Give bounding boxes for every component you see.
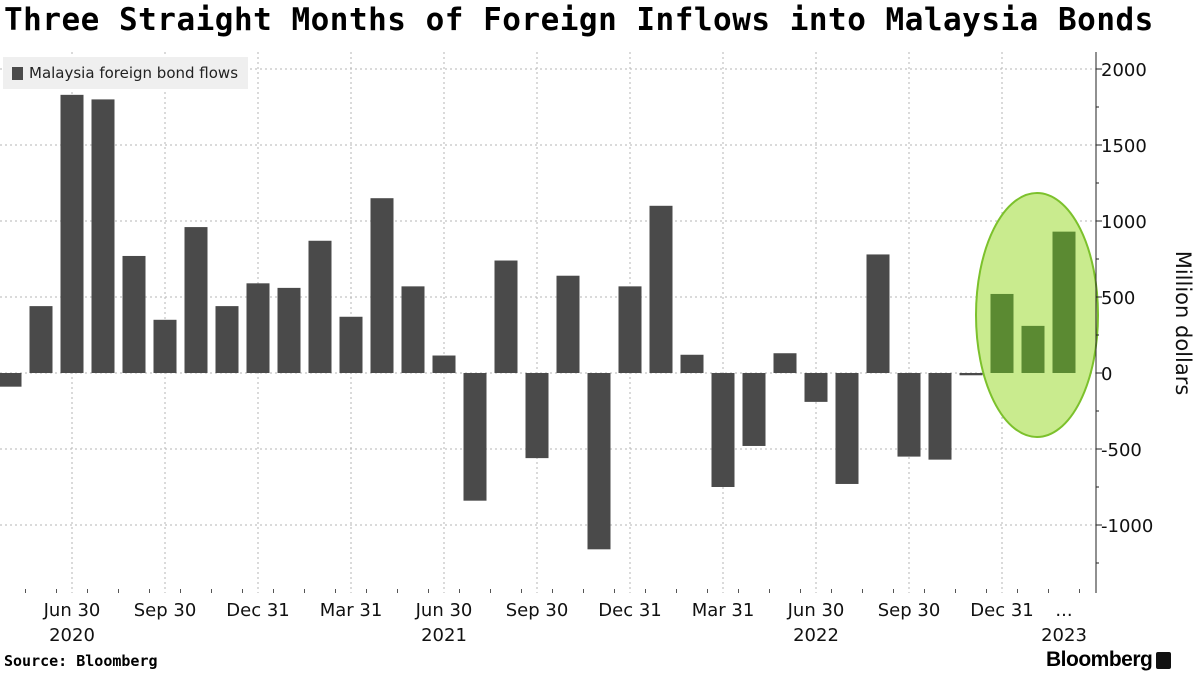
bar — [525, 373, 549, 459]
bar — [29, 306, 53, 373]
x-tick-label: Sep 30 — [878, 600, 941, 621]
bar — [835, 373, 859, 484]
x-tick-label: Dec 31 — [970, 600, 1033, 621]
bar — [928, 373, 952, 460]
x-year-label: 2023 — [1041, 625, 1087, 646]
bar — [91, 99, 115, 374]
x-tick-label: Jun 30 — [787, 600, 845, 621]
y-tick-label: -1000 — [1101, 516, 1153, 537]
bar — [277, 287, 301, 373]
y-tick-label: -500 — [1101, 440, 1142, 461]
source-note: Source: Bloomberg — [4, 652, 158, 670]
bar — [122, 255, 146, 373]
y-tick-label: 500 — [1101, 288, 1135, 309]
axis-layer: -1000 -500 0 500 1000 1500 2000 Jun 30 Sep 30 Dec… — [25, 52, 1153, 646]
x-tick-label: Sep 30 — [134, 600, 197, 621]
x-year-label: 2020 — [49, 625, 95, 646]
legend-label: Malaysia foreign bond flows — [29, 64, 239, 82]
legend: Malaysia foreign bond flows — [3, 57, 249, 89]
bar — [184, 227, 208, 373]
bar — [773, 353, 797, 373]
bar — [990, 293, 1014, 373]
bar — [494, 260, 518, 373]
bar — [587, 373, 611, 550]
bar — [339, 316, 363, 373]
bar — [866, 254, 890, 373]
y-tick-label: 2000 — [1101, 60, 1147, 81]
y-tick-label: 1500 — [1101, 136, 1147, 157]
y-axis-label: Million dollars — [1171, 251, 1195, 396]
bar — [60, 94, 84, 373]
bar — [959, 373, 983, 376]
bar — [1052, 231, 1076, 373]
x-tick-label: Dec 31 — [226, 600, 289, 621]
bar — [308, 240, 332, 373]
x-tick-label: Mar 31 — [692, 600, 755, 621]
bar — [432, 355, 456, 373]
y-tick-label: 0 — [1101, 364, 1112, 385]
bar — [556, 275, 580, 373]
legend-swatch — [12, 66, 23, 80]
bar — [246, 283, 270, 373]
bar — [742, 373, 766, 446]
bloomberg-logo: Bloomberg — [1046, 648, 1172, 672]
chart-title: Three Straight Months of Foreign Inflows… — [4, 2, 1154, 38]
bar — [804, 373, 828, 402]
logo-text: Bloomberg — [1046, 648, 1153, 671]
x-tick-label: ... — [1055, 600, 1072, 621]
y-tick-label: 1000 — [1101, 212, 1147, 233]
bar — [463, 373, 487, 501]
x-tick-label: Sep 30 — [506, 600, 569, 621]
x-tick-label: Dec 31 — [598, 600, 661, 621]
bar — [711, 373, 735, 487]
bar-layer — [0, 94, 1076, 550]
bar — [897, 373, 921, 457]
x-tick-label: Mar 31 — [320, 600, 383, 621]
bar — [401, 286, 425, 373]
bar — [680, 354, 704, 373]
bar — [649, 205, 673, 373]
x-year-label: 2022 — [793, 625, 839, 646]
x-year-label: 2021 — [421, 625, 467, 646]
bar — [370, 198, 394, 373]
x-tick-label: Jun 30 — [415, 600, 473, 621]
bar — [618, 286, 642, 373]
bar — [215, 306, 239, 373]
x-tick-label: Jun 30 — [43, 600, 101, 621]
bar — [0, 373, 22, 387]
bar — [1021, 325, 1045, 373]
terminal-icon — [1156, 651, 1172, 669]
bar — [153, 319, 177, 373]
